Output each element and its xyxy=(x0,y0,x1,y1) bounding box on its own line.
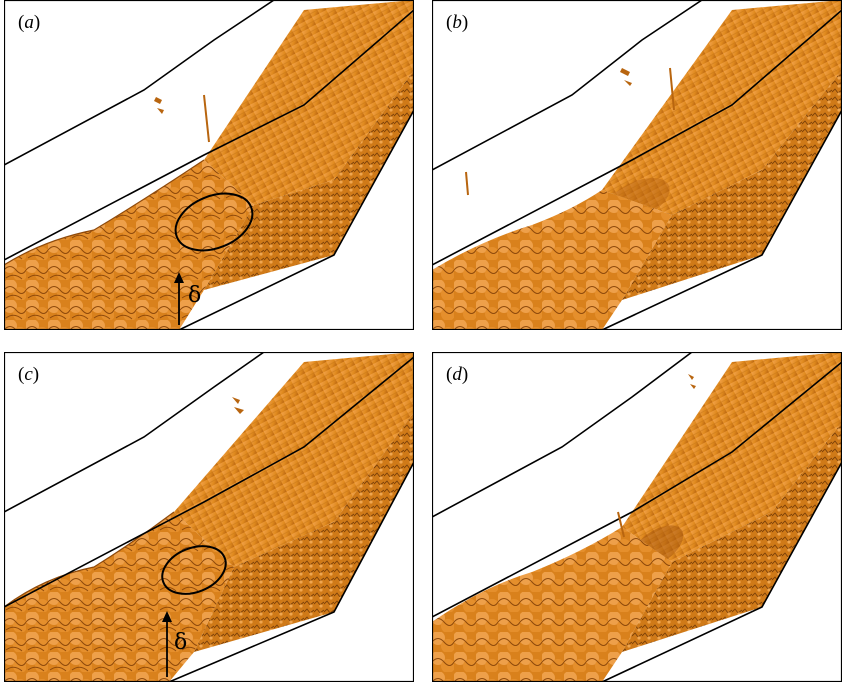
panel-a-label: (a) xyxy=(18,12,41,33)
panel-d-label: (d) xyxy=(446,364,469,385)
panel-a-ellipse xyxy=(174,192,254,252)
panel-c-delta-symbol: δ xyxy=(174,630,188,655)
panel-d-render xyxy=(432,352,842,682)
panel-a: (a) δ xyxy=(4,0,414,330)
panel-a-render xyxy=(4,0,414,330)
panel-c: (c) δ xyxy=(4,352,414,682)
panel-b-label: (b) xyxy=(446,12,469,33)
panel-c-render xyxy=(4,352,414,682)
panel-a-delta-symbol: δ xyxy=(188,283,202,308)
panel-b: (b) xyxy=(432,0,842,330)
panel-b-render xyxy=(432,0,842,330)
panel-c-label: (c) xyxy=(18,364,40,385)
panel-d: (d) xyxy=(432,352,842,682)
panel-c-ellipse xyxy=(161,545,227,595)
